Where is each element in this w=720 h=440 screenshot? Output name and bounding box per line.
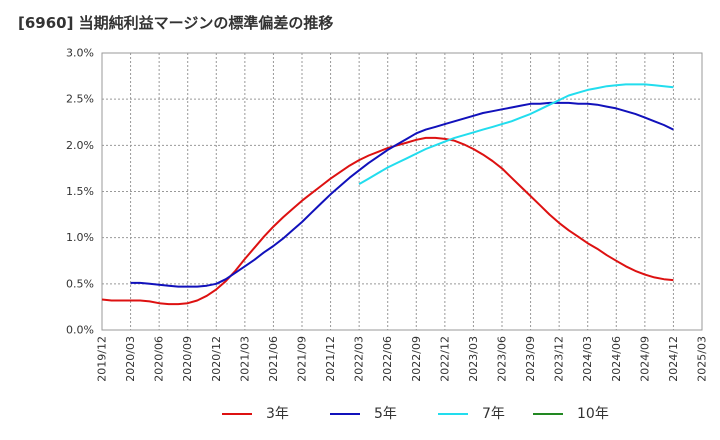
x-tick-label: 2021/06 [267, 336, 280, 382]
legend-label-2: 5年 [374, 406, 397, 422]
x-tick-label: 2021/09 [296, 336, 309, 382]
series-line-1 [101, 136, 674, 306]
legend-label-4: 10年 [577, 406, 609, 422]
x-tick-label: 2021/03 [238, 336, 251, 382]
x-tick-label: 2022/06 [381, 336, 394, 382]
x-tick-label: 2020/12 [210, 336, 223, 382]
y-tick-label: 0.5% [66, 277, 94, 290]
x-tick-label: 2021/12 [324, 336, 337, 382]
series-layer [101, 83, 674, 306]
x-tick-label: 2020/03 [124, 336, 137, 382]
series-line-3 [358, 83, 674, 185]
y-tick-label: 1.0% [66, 231, 94, 244]
x-tick-label: 2024/09 [638, 336, 651, 382]
x-tick-label: 2022/12 [438, 336, 451, 382]
x-tick-label: 2024/06 [610, 336, 623, 382]
y-tick-label: 1.5% [66, 185, 94, 198]
x-tick-label: 2020/09 [181, 336, 194, 382]
x-tick-label: 2022/03 [353, 336, 366, 382]
x-tick-label: 2025/03 [696, 336, 709, 382]
x-tick-label: 2022/09 [410, 336, 423, 382]
legend-label-3: 7年 [482, 406, 505, 422]
legend: 3年 5年 7年 10年 [222, 406, 609, 422]
y-tick-label: 2.5% [66, 93, 94, 106]
legend-label-1: 3年 [266, 406, 289, 422]
x-tick-label: 2024/03 [581, 336, 594, 382]
x-tick-label: 2023/06 [496, 336, 509, 382]
x-tick-label: 2020/06 [153, 336, 166, 382]
x-tick-label: 2019/12 [96, 336, 109, 382]
y-tick-label: 3.0% [66, 47, 94, 60]
x-tick-label: 2023/03 [467, 336, 480, 382]
chart-title: [6960] 当期純利益マージンの標準偏差の推移 [18, 14, 334, 32]
x-tick-label: 2023/09 [524, 336, 537, 382]
series-line-2 [130, 101, 674, 288]
x-tick-label: 2023/12 [553, 336, 566, 382]
x-tick-label: 2024/12 [667, 336, 680, 382]
axes: 2019/12 2020/03 2020/06 2020/09 2020/12 2021/… [66, 47, 708, 382]
grid [101, 52, 703, 331]
y-tick-label: 0.0% [66, 324, 94, 337]
y-tick-label: 2.0% [66, 139, 94, 152]
